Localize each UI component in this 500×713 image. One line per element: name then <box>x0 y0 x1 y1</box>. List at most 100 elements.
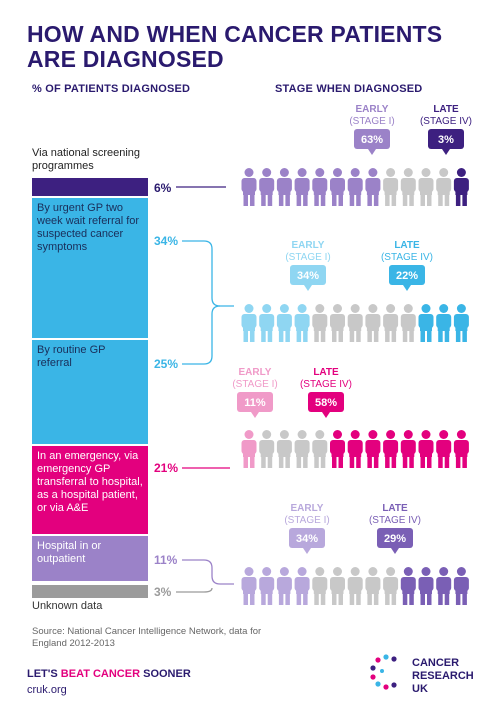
person-icon-emergency-3 <box>276 430 292 468</box>
person-icon-gp-referral-9 <box>383 304 399 342</box>
late-bubble-hospital: LATE(STAGE IV) 29% <box>369 503 421 554</box>
late-bubble-emergency-label: LATE <box>313 367 339 378</box>
person-icon-gp-referral-11 <box>418 304 434 342</box>
late-bubble-hospital-label: LATE <box>382 503 408 514</box>
slogan-part-a: LET'S <box>27 668 61 680</box>
person-icon-emergency-1 <box>241 430 257 468</box>
person-icon-gp-referral-2 <box>259 304 275 342</box>
early-bubble-hospital-value: 34% <box>296 533 318 545</box>
connector-urgent-gp <box>182 240 234 307</box>
person-icon-gp-referral-5 <box>312 304 328 342</box>
person-icon-hospital-9 <box>383 567 399 605</box>
person-icon-hospital-3 <box>276 567 292 605</box>
slogan-part-c: SOONER <box>140 668 191 680</box>
person-icon-emergency-13 <box>453 430 469 468</box>
early-bubble-hospital-label: EARLY <box>291 503 324 514</box>
person-icon-hospital-5 <box>312 567 328 605</box>
early-bubble-emergency-sublabel: (STAGE I) <box>232 379 277 390</box>
route-label-routine-gp: By routine GP referral <box>37 344 106 369</box>
late-bubble-screening-value: 3% <box>438 134 454 146</box>
person-icon-screening-7 <box>347 168 363 206</box>
person-icon-gp-referral-13 <box>453 304 469 342</box>
percent-label-unknown: 3% <box>154 585 172 599</box>
person-icon-hospital-13 <box>453 567 469 605</box>
person-icon-hospital-10 <box>400 567 416 605</box>
person-icon-emergency-10 <box>400 430 416 468</box>
percent-label-hospital: 11% <box>154 553 178 567</box>
early-bubble-gp-referral-value: 34% <box>297 270 319 282</box>
person-icon-screening-9 <box>383 168 399 206</box>
percent-label-emergency: 21% <box>154 461 179 475</box>
person-icon-hospital-4 <box>294 567 310 605</box>
person-icon-emergency-6 <box>330 430 345 468</box>
late-bubble-gp-referral-value: 22% <box>396 270 418 282</box>
person-icon-hospital-7 <box>347 567 363 605</box>
page-title: HOW AND WHEN CANCER PATIENTS ARE DIAGNOS… <box>27 21 443 72</box>
early-bubble-emergency: EARLY(STAGE I) 11% <box>232 367 278 418</box>
late-bubble-gp-referral-sublabel: (STAGE IV) <box>381 252 433 263</box>
person-icon-emergency-11 <box>418 430 434 468</box>
person-icon-emergency-8 <box>365 430 381 468</box>
early-bubble-gp-referral-sublabel: (STAGE I) <box>285 252 330 263</box>
route-label-unknown: Unknown data <box>32 600 103 612</box>
person-icon-gp-referral-6 <box>330 304 345 342</box>
person-icon-screening-4 <box>294 168 310 206</box>
route-label-emergency: In an emergency, via emergency GP transf… <box>37 450 143 514</box>
person-icon-screening-5 <box>312 168 328 206</box>
person-icon-gp-referral-1 <box>241 304 257 342</box>
bar-segment-unknown <box>32 585 148 598</box>
bar-segment-emergency: In an emergency, via emergency GP transf… <box>32 446 148 534</box>
connector-unknown <box>176 587 213 593</box>
person-icon-hospital-8 <box>365 567 381 605</box>
bar-segment-screening <box>32 178 148 196</box>
percent-label-routine-gp: 25% <box>154 357 179 371</box>
late-bubble-emergency-sublabel: (STAGE IV) <box>300 379 352 390</box>
person-icon-hospital-12 <box>436 567 452 605</box>
person-icon-gp-referral-4 <box>294 304 310 342</box>
route-label-hospital: Hospital in or outpatient <box>37 540 102 565</box>
early-bubble-emergency-value: 11% <box>244 397 266 409</box>
logo-text: CANCER RESEARCH UK <box>412 657 474 695</box>
person-icon-screening-11 <box>418 168 434 206</box>
late-bubble-gp-referral-label: LATE <box>394 240 420 251</box>
slogan-part-b: BEAT CANCER <box>60 668 141 680</box>
early-bubble-screening-sublabel: (STAGE I) <box>349 116 394 127</box>
person-icon-gp-referral-7 <box>347 304 363 342</box>
late-bubble-screening-label: LATE <box>433 104 459 115</box>
left-column-header: % OF PATIENTS DIAGNOSED <box>32 83 191 95</box>
bar-segment-hospital: Hospital in or outpatient <box>32 536 148 581</box>
percent-label-screening: 6% <box>154 181 172 195</box>
route-label-urgent-gp: By urgent GP two week wait referral for … <box>37 202 140 253</box>
bar-segment-urgent-gp: By urgent GP two week wait referral for … <box>32 198 148 338</box>
early-bubble-hospital: EARLY(STAGE I) 34% <box>284 503 330 554</box>
person-icon-hospital-11 <box>418 567 434 605</box>
early-bubble-screening-label: EARLY <box>356 104 389 115</box>
slogan: LET'S BEAT CANCER SOONER <box>27 668 191 680</box>
late-bubble-emergency: LATE(STAGE IV) 58% <box>300 367 352 418</box>
early-bubble-gp-referral: EARLY(STAGE I) 34% <box>285 240 331 291</box>
person-icon-screening-2 <box>259 168 275 206</box>
early-bubble-emergency-label: EARLY <box>239 367 272 378</box>
person-icon-gp-referral-12 <box>436 304 452 342</box>
person-icon-emergency-5 <box>312 430 328 468</box>
connector-routine-gp <box>182 305 221 365</box>
person-icon-hospital-2 <box>259 567 275 605</box>
person-icon-screening-6 <box>330 168 345 206</box>
route-label-screening: Via national screening programmes <box>32 147 141 172</box>
early-bubble-screening: EARLY(STAGE I) 63% <box>349 104 395 155</box>
person-icon-hospital-6 <box>330 567 345 605</box>
person-icon-screening-13 <box>453 168 469 206</box>
person-icon-screening-8 <box>365 168 381 206</box>
site-url[interactable]: cruk.org <box>27 684 67 696</box>
person-icon-emergency-4 <box>294 430 310 468</box>
person-icon-gp-referral-3 <box>276 304 292 342</box>
person-icon-emergency-12 <box>436 430 452 468</box>
late-bubble-emergency-value: 58% <box>315 397 337 409</box>
early-bubble-hospital-sublabel: (STAGE I) <box>284 515 329 526</box>
late-bubble-screening: LATE(STAGE IV) 3% <box>420 104 472 155</box>
percent-label-urgent-gp: 34% <box>154 234 179 248</box>
late-bubble-screening-sublabel: (STAGE IV) <box>420 116 472 127</box>
late-bubble-hospital-sublabel: (STAGE IV) <box>369 515 421 526</box>
person-icon-gp-referral-10 <box>400 304 416 342</box>
